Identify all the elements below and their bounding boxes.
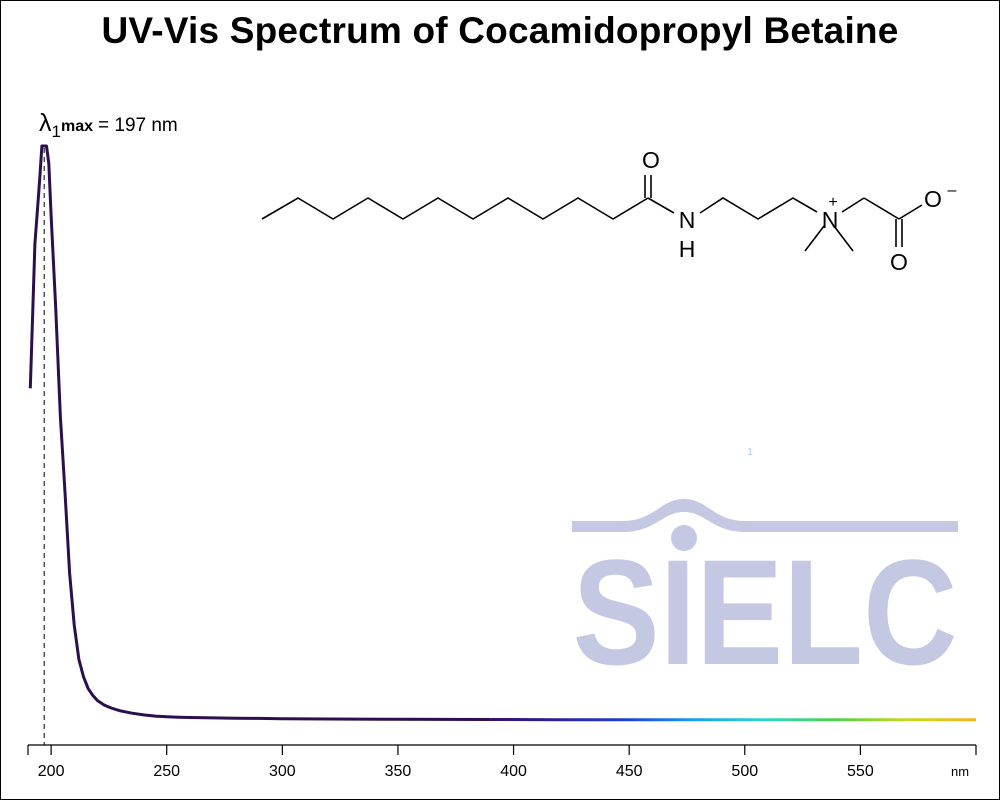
carboxylate-o-bond (898, 204, 923, 220)
atom-n-quaternary: N (822, 207, 839, 233)
x-tick-label-450: 450 (616, 763, 643, 780)
lambda-subscript: 1 (52, 122, 61, 141)
lambda-symbol: λ (39, 109, 52, 137)
spectrum-curve-uv (28, 144, 491, 721)
charge-minus: – (948, 182, 957, 199)
logo-text: SIELC (573, 528, 958, 696)
x-tick-label-350: 350 (385, 763, 412, 780)
n-ch2-bond (841, 197, 865, 213)
logo-i-dot (671, 525, 697, 551)
amide-cn-bond (647, 197, 675, 214)
lambda-max-label: max (61, 118, 93, 135)
sielc-logo: SIELC (572, 499, 958, 696)
molecule-structure (261, 175, 923, 252)
x-tick-label-200: 200 (38, 763, 65, 780)
x-tick-label-250: 250 (153, 763, 180, 780)
charge-plus: + (828, 194, 837, 211)
x-tick-label-550: 550 (847, 763, 874, 780)
lambda-max-annotation: λ1max = 197 nm (39, 109, 178, 141)
n-methyl-bond-1 (804, 225, 825, 252)
x-tick-label-300: 300 (269, 763, 296, 780)
x-tick-label-400: 400 (500, 763, 527, 780)
x-axis-unit-label: nm (951, 764, 969, 779)
atom-o-carboxylate: O (924, 186, 942, 212)
logo-wave (572, 499, 958, 532)
ch2-carboxyl-bond (863, 197, 900, 220)
logo-mark: 1 (747, 447, 753, 458)
propyl-chain-bond (699, 197, 818, 220)
atom-o-carbonyl: O (642, 147, 660, 173)
lambda-max-value: = 197 nm (98, 115, 178, 136)
atom-o-carboxyl: O (890, 249, 908, 275)
alkyl-chain-bond (261, 197, 649, 220)
n-methyl-bond-2 (833, 225, 854, 252)
x-axis (27, 744, 977, 755)
x-tick-label-500: 500 (731, 763, 758, 780)
atom-n-amide: N (679, 207, 696, 233)
chart-title: UV-Vis Spectrum of Cocamidopropyl Betain… (101, 10, 899, 51)
atom-h-amide: H (679, 236, 696, 262)
